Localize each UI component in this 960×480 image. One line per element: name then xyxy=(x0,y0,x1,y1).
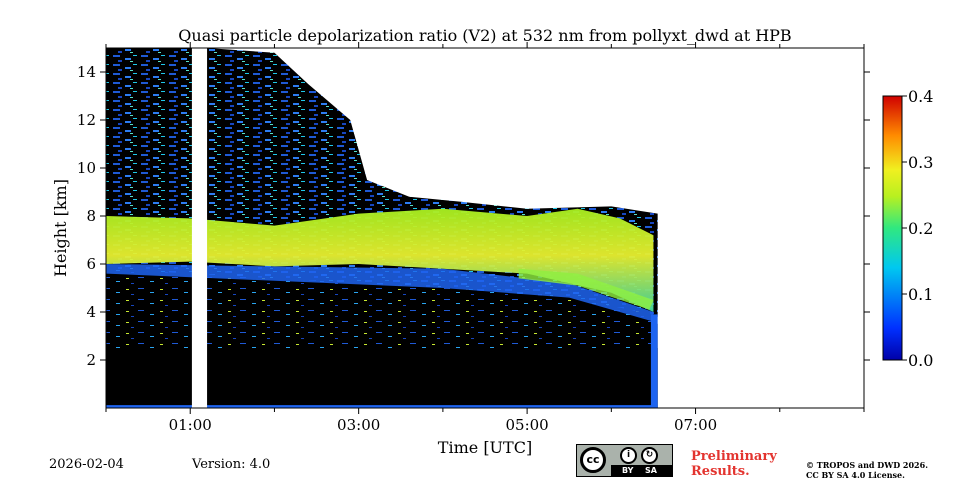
footer-date: 2026-02-04 xyxy=(49,457,124,472)
cc-label-strip xyxy=(611,465,672,476)
preliminary-line-1: Preliminary xyxy=(691,449,777,464)
colorbar-tick-label-1: 0.1 xyxy=(908,285,933,304)
colorbar xyxy=(882,95,903,361)
colorbar-tick-label-4: 0.4 xyxy=(908,87,933,106)
y-tick-label-3: 8 xyxy=(86,207,96,225)
x-axis-ticks: 01:00 03:00 05:00 07:00 xyxy=(105,42,865,434)
y-axis-label: Height [km] xyxy=(51,179,70,277)
colorbar-tick-label-3: 0.3 xyxy=(908,153,933,172)
layer-base-band xyxy=(106,264,654,322)
x-tick-label-0: 01:00 xyxy=(169,416,212,434)
ground-strip xyxy=(106,405,658,408)
y-tick-label-2: 6 xyxy=(86,255,96,273)
x-tick-label-1: 03:00 xyxy=(337,416,380,434)
copyright-line-1: © TROPOS and DWD 2026. xyxy=(806,460,928,470)
x-tick-label-3: 07:00 xyxy=(674,416,717,434)
depol-heatmap xyxy=(106,48,658,408)
preliminary-line-2: Results. xyxy=(691,464,750,479)
y-tick-label-0: 2 xyxy=(86,351,96,369)
colorbar-tick-label-0: 0.0 xyxy=(908,351,933,370)
cc-by-person-icon: i xyxy=(620,447,637,464)
y-tick-label-6: 14 xyxy=(77,63,96,81)
copyright-notice: © TROPOS and DWD 2026. CC BY SA 4.0 Lice… xyxy=(806,460,928,480)
colorbar-ticks: 0.0 0.1 0.2 0.3 0.4 xyxy=(902,87,933,370)
chart-title: Quasi particle depolarization ratio (V2)… xyxy=(178,26,791,45)
colorbar-tick-label-2: 0.2 xyxy=(908,219,933,238)
axes-frame xyxy=(105,47,865,409)
cc-license-badge: cc i ↻ BY SA xyxy=(576,444,673,477)
near-ground-band xyxy=(106,348,658,408)
preliminary-notice: Preliminary Results. xyxy=(691,449,777,479)
copyright-line-2: CC BY SA 4.0 License. xyxy=(806,470,905,480)
x-axis-label: Time [UTC] xyxy=(438,438,532,457)
y-tick-label-1: 4 xyxy=(86,303,96,321)
data-gap xyxy=(191,48,208,408)
x-tick-label-2: 05:00 xyxy=(505,416,548,434)
cc-sa-label: SA xyxy=(645,466,657,475)
y-tick-label-4: 10 xyxy=(77,159,96,177)
cc-share-alike-icon: ↻ xyxy=(641,447,658,464)
cc-logo-icon: cc xyxy=(580,447,606,473)
cc-by-label: BY xyxy=(622,466,634,475)
y-axis-ticks: 2 4 6 8 10 12 14 xyxy=(77,63,870,369)
end-edge-column xyxy=(650,314,658,408)
aerosol-layer xyxy=(106,208,654,312)
y-tick-label-5: 12 xyxy=(77,111,96,129)
layer-base-streak xyxy=(518,268,654,310)
footer-version: Version: 4.0 xyxy=(192,457,271,472)
